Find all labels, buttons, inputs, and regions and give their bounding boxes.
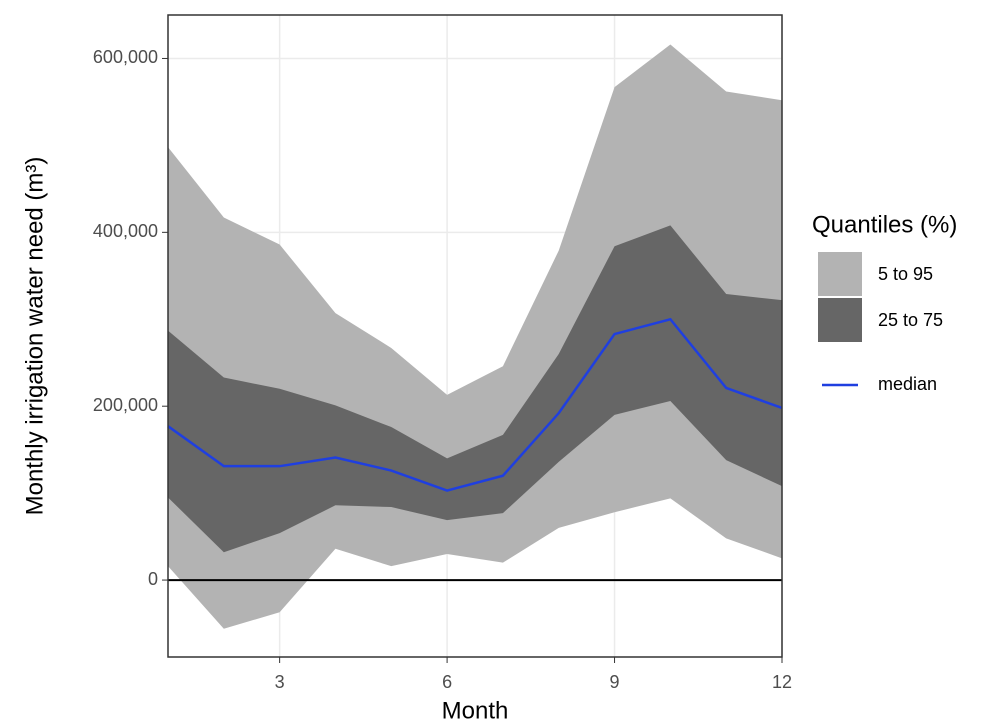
legend-title: Quantiles (%) [812,211,957,238]
x-tick-label: 6 [442,672,452,692]
legend-label: 25 to 75 [878,310,943,330]
y-tick-label: 200,000 [93,395,158,415]
x-tick-label: 3 [275,672,285,692]
y-tick-label: 600,000 [93,47,158,67]
median-line [167,317,783,492]
x-axis-title: Month [442,697,509,724]
ribbon [168,225,782,553]
legend-key [818,298,862,342]
x-tick-label: 12 [772,672,792,692]
x-tick-label: 9 [610,672,620,692]
y-tick-label: 0 [148,569,158,589]
legend-key [818,252,862,296]
y-tick-label: 400,000 [93,221,158,241]
y-axis-title: Monthly irrigation water need (m³) [21,157,48,516]
plot-border [167,14,783,658]
legend-label: median [878,374,937,394]
legend-label: 5 to 95 [878,264,933,284]
